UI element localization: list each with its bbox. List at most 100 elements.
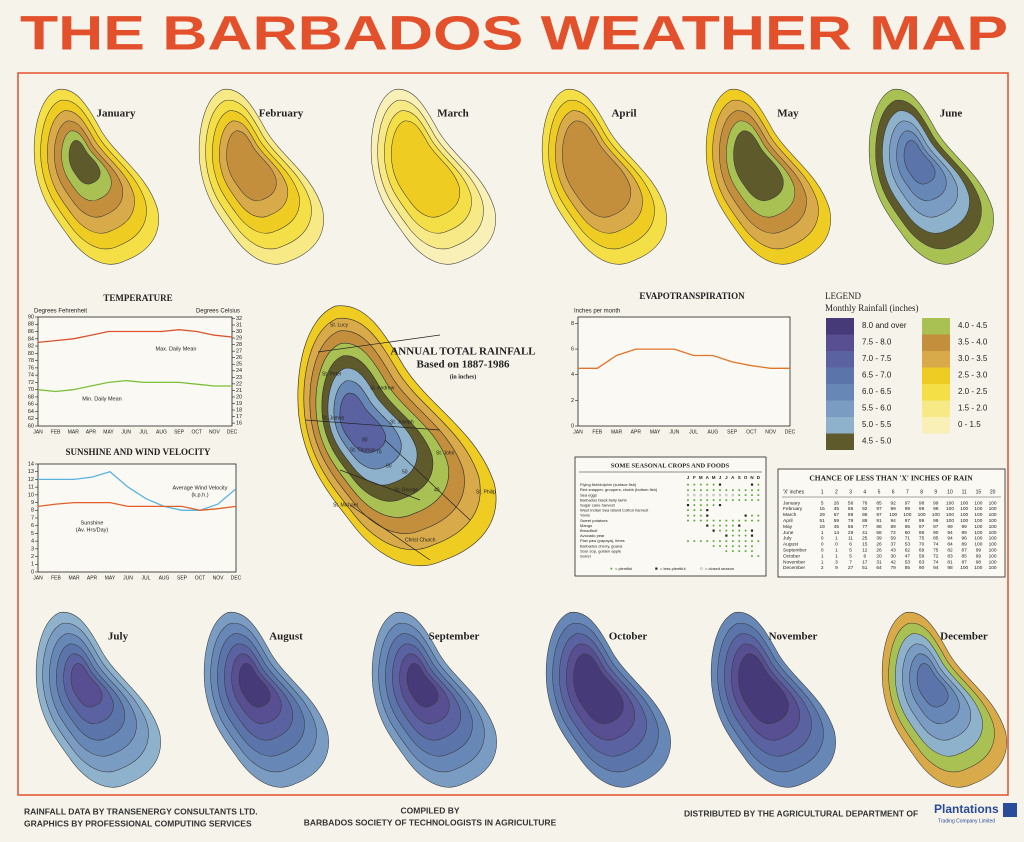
parish-boundary — [304, 419, 441, 431]
series-label: Average Wind Velocity — [173, 485, 228, 491]
rain-value: 97 — [905, 500, 911, 506]
crop-mark: ■ — [751, 482, 754, 487]
crop-mark: ● — [719, 518, 722, 523]
rain-value: 94 — [933, 565, 939, 571]
rain-value: 59 — [891, 536, 897, 542]
rain-value: 100 — [989, 530, 997, 536]
legend-label: 5.5 - 6.0 — [862, 404, 892, 413]
rain-value: 100 — [989, 565, 997, 571]
y2-tick-label: 18 — [236, 407, 242, 413]
rain-value: 99 — [919, 518, 925, 524]
parish-label: St. James — [322, 415, 345, 421]
y-tick-label: 88 — [28, 322, 34, 328]
rain-value: 85 — [933, 536, 939, 542]
crop-mark: ● — [712, 523, 715, 528]
rain-value: 100 — [974, 524, 982, 530]
rain-value: 94 — [947, 530, 953, 536]
rain-value: 74 — [933, 559, 939, 565]
crop-mark: ● — [687, 513, 690, 518]
rain-value: 100 — [974, 542, 982, 548]
rain-month: March — [783, 512, 797, 518]
crop-mark: ■ — [706, 523, 709, 528]
crop-mark: ● — [719, 523, 722, 528]
month-label: June — [940, 108, 963, 120]
rain-value: 99 — [962, 524, 968, 530]
x-tick-label: SEP — [174, 429, 185, 435]
crop-mark: ● — [757, 538, 760, 543]
legend-swatch — [922, 400, 950, 417]
rain-value: 100 — [974, 530, 982, 536]
crop-mark: ● — [693, 538, 696, 543]
crop-mark: ● — [731, 548, 734, 553]
rain-value: 86 — [919, 530, 925, 536]
rain-value: 86 — [876, 524, 882, 530]
crop-mark: ● — [693, 487, 696, 492]
rain-value: 62 — [905, 547, 911, 553]
rain-value: 72 — [891, 530, 897, 536]
rain-value: 51 — [820, 518, 826, 524]
rain-value: 83 — [947, 553, 953, 559]
rain-value: 19 — [820, 524, 826, 530]
rain-value: 99 — [933, 500, 939, 506]
crop-mark: ● — [744, 543, 747, 548]
crop-mark: ● — [712, 543, 715, 548]
rain-value: 97 — [876, 512, 882, 518]
month-initial: O — [744, 475, 748, 480]
y-tick-label: 72 — [28, 380, 34, 386]
rain-value: 20 — [876, 553, 882, 559]
legend-label: 3.5 - 4.0 — [958, 338, 988, 347]
month-label: May — [777, 108, 799, 120]
chart-title: EVAPOTRANSPIRATION — [639, 291, 745, 301]
crop-mark: ● — [757, 513, 760, 518]
y-tick-label: 0 — [31, 569, 34, 575]
x-tick-label: MAY — [105, 575, 116, 581]
month-label: January — [96, 108, 136, 120]
crop-name: Flying fish/dolphin (surface fish) — [580, 482, 637, 487]
month-label: March — [437, 108, 469, 120]
legend-label: 5.0 - 5.5 — [862, 420, 892, 429]
month-label: April — [611, 108, 636, 120]
rain-value: 89 — [962, 542, 968, 548]
rain-month: November — [783, 559, 806, 565]
rain-value: 3 — [835, 559, 838, 565]
y-tick-label: 13 — [28, 469, 34, 475]
crop-mark: ■ — [706, 508, 709, 513]
month-map: April — [541, 88, 668, 265]
y2-tick-label: 29 — [236, 336, 242, 342]
y-tick-label: 6 — [31, 523, 34, 529]
rain-value: 27 — [848, 565, 854, 571]
crop-mark: ○ — [731, 492, 734, 497]
crop-mark: ● — [744, 533, 747, 538]
rain-value: 100 — [974, 500, 982, 506]
rain-value: 0 — [821, 547, 824, 553]
month-map: June — [868, 88, 995, 265]
y2-tick-label: 28 — [236, 342, 242, 348]
logo-sub: Trading Company Limited — [938, 818, 995, 824]
month-initial: A — [706, 475, 710, 480]
rain-value: 94 — [891, 518, 897, 524]
crops-frame — [574, 456, 767, 577]
y2-tick-label: 23 — [236, 375, 242, 381]
rain-value: 99 — [919, 506, 925, 512]
rain-title: CHANCE OF LESS THAN 'X' INCHES OF RAIN — [809, 474, 973, 483]
rain-month: August — [783, 542, 799, 548]
rain-value: 98 — [976, 559, 982, 565]
crop-mark: ● — [731, 538, 734, 543]
rain-value: 89 — [891, 524, 897, 530]
legend-swatch — [826, 384, 854, 401]
crop-mark: ● — [706, 497, 709, 502]
legend-title: LEGEND — [825, 291, 861, 301]
crop-mark: ● — [738, 492, 741, 497]
parish-label: St. Peter — [322, 371, 342, 377]
rain-value: 85 — [962, 553, 968, 559]
rain-value: 42 — [891, 559, 897, 565]
crop-mark: ● — [687, 518, 690, 523]
month-map: February — [198, 88, 325, 265]
parish-label: St. Lucy — [330, 322, 349, 328]
rain-value: 100 — [974, 565, 982, 571]
x-tick-label: NOV — [213, 575, 225, 581]
crop-mark: ● — [731, 528, 734, 533]
crop-mark: ● — [687, 538, 690, 543]
rain-value: 14 — [834, 530, 840, 536]
